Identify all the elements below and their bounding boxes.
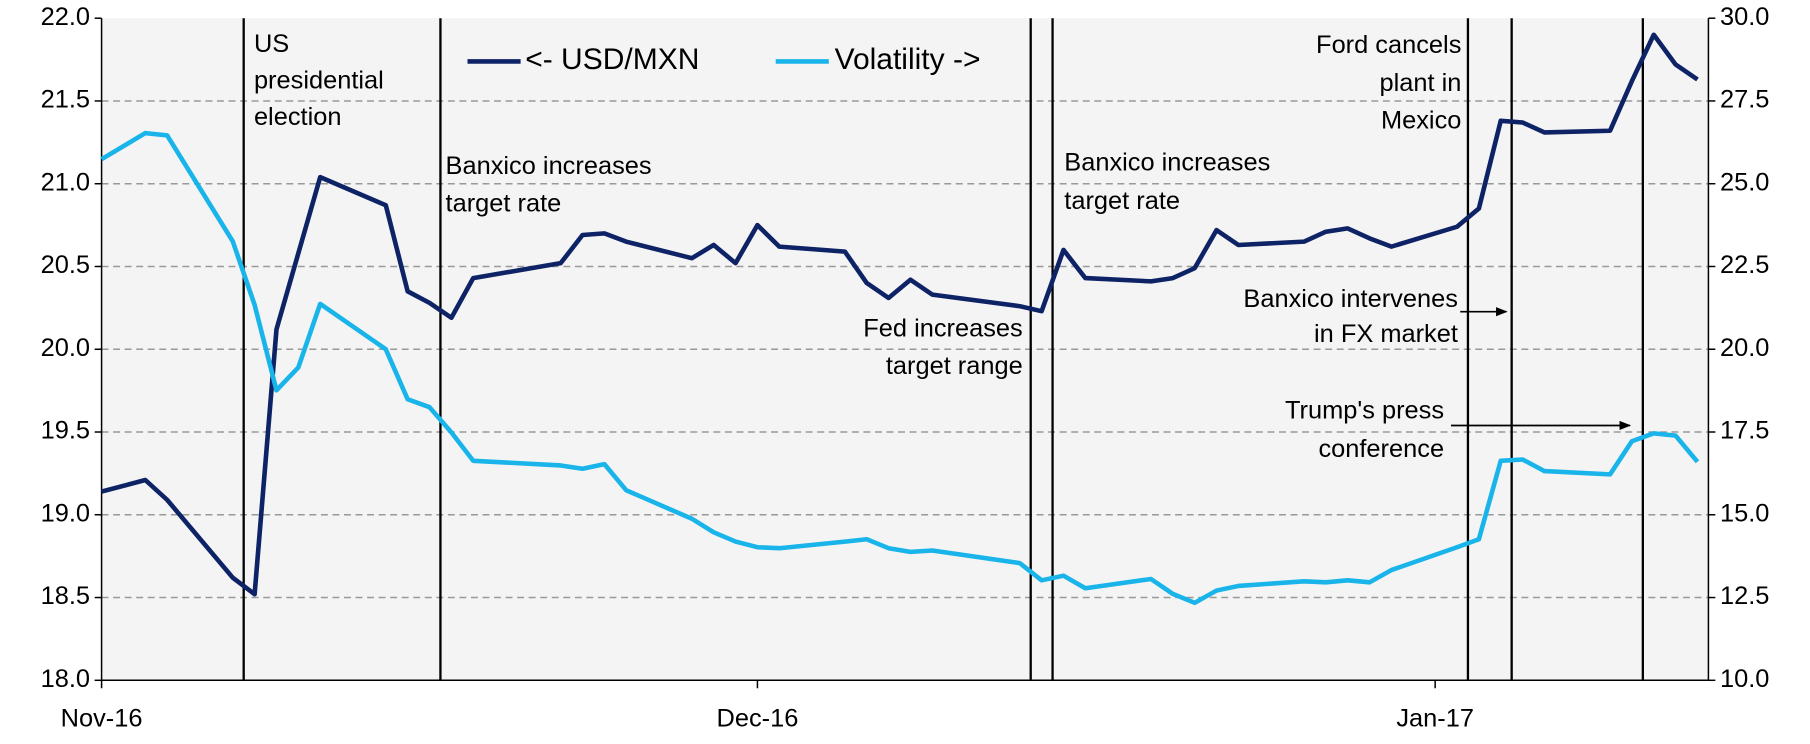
y2-tick-label: 17.5 [1720, 417, 1769, 445]
annotation: Ford cancels [1316, 31, 1461, 59]
annotation: Banxico intervenes [1243, 285, 1458, 313]
y-tick-label: 20.0 [41, 334, 90, 362]
annotation: conference [1318, 435, 1444, 463]
y2-tick-label: 10.0 [1720, 665, 1769, 693]
y2-tick-label: 20.0 [1720, 334, 1769, 362]
y2-tick-label: 27.5 [1720, 86, 1769, 114]
y-tick-label: 19.0 [41, 500, 90, 528]
y-tick-label: 21.0 [41, 168, 90, 196]
y2-tick-label: 25.0 [1720, 168, 1769, 196]
annotation: target range [886, 352, 1023, 380]
annotation: in FX market [1314, 320, 1458, 348]
x-tick-label: Dec-16 [717, 705, 799, 733]
y-tick-label: 21.5 [41, 86, 90, 114]
annotation: Mexico [1381, 106, 1461, 134]
y2-tick-label: 22.5 [1720, 251, 1769, 279]
y-tick-label: 19.5 [41, 417, 90, 445]
annotation: plant in [1380, 69, 1462, 97]
y-tick-label: 18.0 [41, 665, 90, 693]
legend-label: Volatility -> [835, 43, 981, 76]
x-tick-label: Nov-16 [61, 705, 143, 733]
annotation: Banxico increases [1064, 149, 1270, 177]
y-tick-label: 22.0 [41, 3, 90, 31]
annotation: US [254, 30, 289, 58]
y2-tick-label: 12.5 [1720, 582, 1769, 610]
annotation: target rate [1064, 187, 1180, 215]
series-line [100, 32, 1699, 597]
y2-tick-label: 30.0 [1720, 3, 1769, 31]
annotation: election [254, 103, 342, 131]
series-line [100, 130, 1700, 606]
annotation: Trump's press [1285, 397, 1444, 425]
annotation: Fed increases [863, 315, 1022, 343]
annotation: Banxico increases [446, 152, 652, 180]
y-tick-label: 18.5 [41, 582, 90, 610]
legend-label: <- USD/MXN [525, 43, 699, 76]
y-tick-label: 20.5 [41, 251, 90, 279]
annotation: target rate [446, 190, 562, 218]
x-tick-label: Jan-17 [1396, 705, 1474, 733]
annotation: presidential [254, 67, 384, 95]
y2-tick-label: 15.0 [1720, 500, 1769, 528]
